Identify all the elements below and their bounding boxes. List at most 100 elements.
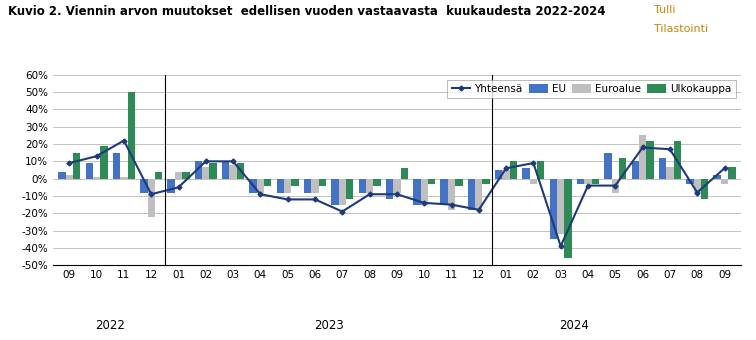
Bar bbox=[237, 163, 244, 178]
Bar bbox=[202, 167, 209, 178]
Yhteensä bbox=[228, 159, 237, 164]
Yhteensä bbox=[447, 203, 456, 207]
Bar bbox=[147, 178, 155, 217]
Bar bbox=[175, 172, 182, 178]
Yhteensä bbox=[92, 154, 101, 158]
Yhteensä bbox=[119, 138, 129, 142]
Bar bbox=[658, 158, 666, 179]
Bar bbox=[577, 178, 584, 184]
Bar bbox=[420, 178, 428, 205]
Bar bbox=[257, 178, 264, 192]
Yhteensä bbox=[201, 159, 210, 164]
Bar bbox=[120, 177, 128, 178]
Bar bbox=[284, 178, 291, 192]
Bar bbox=[195, 162, 202, 178]
Bar bbox=[182, 172, 190, 178]
Yhteensä bbox=[147, 192, 156, 196]
Bar bbox=[311, 178, 319, 192]
Bar bbox=[686, 178, 693, 184]
Yhteensä bbox=[720, 166, 729, 170]
Bar bbox=[666, 167, 674, 178]
Text: 2023: 2023 bbox=[314, 319, 343, 332]
Bar bbox=[714, 175, 720, 178]
Bar bbox=[66, 175, 73, 178]
Yhteensä bbox=[284, 198, 293, 202]
Yhteensä bbox=[611, 184, 620, 188]
Yhteensä bbox=[529, 161, 538, 165]
Bar bbox=[93, 177, 101, 178]
Bar bbox=[619, 158, 627, 179]
Bar bbox=[346, 178, 353, 200]
Bar bbox=[85, 163, 93, 178]
Bar bbox=[101, 146, 107, 178]
Bar bbox=[331, 178, 339, 205]
Bar bbox=[291, 178, 299, 186]
Text: 2024: 2024 bbox=[559, 319, 589, 332]
Bar bbox=[701, 178, 708, 200]
Bar bbox=[495, 170, 503, 178]
Yhteensä bbox=[556, 244, 565, 248]
Bar bbox=[304, 178, 311, 192]
Bar bbox=[522, 168, 530, 179]
Bar bbox=[358, 178, 366, 192]
Text: 2022: 2022 bbox=[95, 319, 125, 332]
Bar bbox=[482, 178, 490, 184]
Yhteensä bbox=[365, 192, 374, 196]
Bar bbox=[455, 178, 463, 186]
Bar bbox=[155, 172, 163, 178]
Bar bbox=[468, 178, 475, 210]
Bar bbox=[140, 178, 147, 192]
Bar bbox=[222, 162, 229, 178]
Bar bbox=[339, 178, 346, 205]
Bar bbox=[557, 178, 565, 234]
Yhteensä bbox=[474, 208, 483, 212]
Bar bbox=[229, 165, 237, 179]
Yhteensä bbox=[420, 201, 429, 205]
Bar bbox=[604, 153, 612, 178]
Yhteensä bbox=[584, 184, 593, 188]
Yhteensä bbox=[338, 209, 347, 214]
Bar bbox=[631, 162, 639, 178]
Bar bbox=[728, 167, 736, 178]
Bar bbox=[475, 178, 482, 210]
Legend: Yhteensä, EU, Euroalue, Ulkokauppa: Yhteensä, EU, Euroalue, Ulkokauppa bbox=[448, 80, 736, 98]
Yhteensä bbox=[311, 198, 320, 202]
Yhteensä bbox=[665, 147, 674, 151]
Bar bbox=[113, 153, 120, 178]
Bar bbox=[319, 178, 326, 186]
Bar bbox=[393, 178, 401, 192]
Bar bbox=[592, 178, 599, 184]
Bar bbox=[584, 178, 592, 184]
Bar bbox=[612, 178, 619, 192]
Bar bbox=[550, 178, 557, 239]
Bar bbox=[73, 153, 80, 178]
Yhteensä bbox=[174, 185, 183, 189]
Bar bbox=[209, 163, 217, 178]
Bar bbox=[530, 178, 537, 184]
Text: Tilastointi: Tilastointi bbox=[654, 24, 708, 34]
Bar bbox=[249, 178, 257, 192]
Yhteensä bbox=[65, 161, 74, 165]
Yhteensä bbox=[501, 166, 510, 170]
Bar bbox=[503, 170, 510, 178]
Bar bbox=[537, 162, 544, 178]
Bar bbox=[428, 178, 435, 184]
Text: Kuvio 2. Viennin arvon muutokset  edellisen vuoden vastaavasta  kuukaudesta 2022: Kuvio 2. Viennin arvon muutokset edellis… bbox=[8, 5, 605, 18]
Bar bbox=[128, 92, 135, 178]
Bar bbox=[264, 178, 271, 186]
Bar bbox=[401, 168, 408, 179]
Bar bbox=[58, 172, 66, 178]
Yhteensä bbox=[256, 192, 265, 196]
Bar bbox=[413, 178, 420, 205]
Bar bbox=[366, 178, 373, 192]
Bar bbox=[693, 178, 701, 192]
Bar bbox=[277, 178, 284, 192]
Bar bbox=[510, 162, 517, 178]
Bar bbox=[441, 178, 448, 205]
Yhteensä bbox=[638, 146, 647, 150]
Text: Tulli: Tulli bbox=[654, 5, 675, 15]
Bar bbox=[720, 178, 728, 184]
Yhteensä bbox=[692, 190, 702, 194]
Bar bbox=[386, 178, 393, 200]
Line: Yhteensä: Yhteensä bbox=[67, 139, 727, 248]
